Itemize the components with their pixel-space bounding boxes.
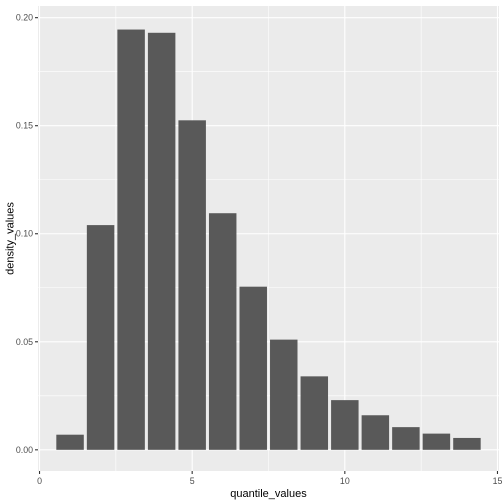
- bar: [86, 225, 115, 450]
- y-tick-label: 0.15: [16, 121, 33, 131]
- bar: [147, 32, 176, 450]
- bar: [422, 433, 451, 450]
- y-tick-label: 0.10: [16, 229, 33, 239]
- y-tick-label: 0.05: [16, 337, 33, 347]
- y-axis-title: density_values: [5, 202, 17, 275]
- bar: [392, 427, 420, 450]
- bar: [117, 29, 145, 450]
- x-axis-title: quantile_values: [230, 488, 307, 500]
- bar: [56, 434, 84, 450]
- bar: [239, 286, 267, 450]
- x-tick-label: 15: [493, 476, 503, 486]
- grid-major: [38, 6, 499, 471]
- y-tick-label: 0.20: [16, 13, 33, 23]
- bar: [178, 120, 206, 450]
- x-tick-label: 0: [37, 476, 42, 486]
- y-axis: 0.00 0.05 0.10 0.15 0.20: [16, 13, 38, 455]
- bar: [331, 400, 359, 450]
- bar: [300, 376, 329, 450]
- bar: [361, 415, 390, 450]
- x-tick-label: 10: [340, 476, 350, 486]
- bar: [208, 213, 237, 450]
- bar: [270, 339, 298, 450]
- bar: [453, 437, 481, 450]
- y-tick-label: 0.00: [16, 445, 33, 455]
- x-tick-label: 5: [190, 476, 195, 486]
- bars: [56, 29, 481, 450]
- x-axis: 0 5 10 15: [37, 471, 502, 486]
- grid-minor: [38, 6, 499, 471]
